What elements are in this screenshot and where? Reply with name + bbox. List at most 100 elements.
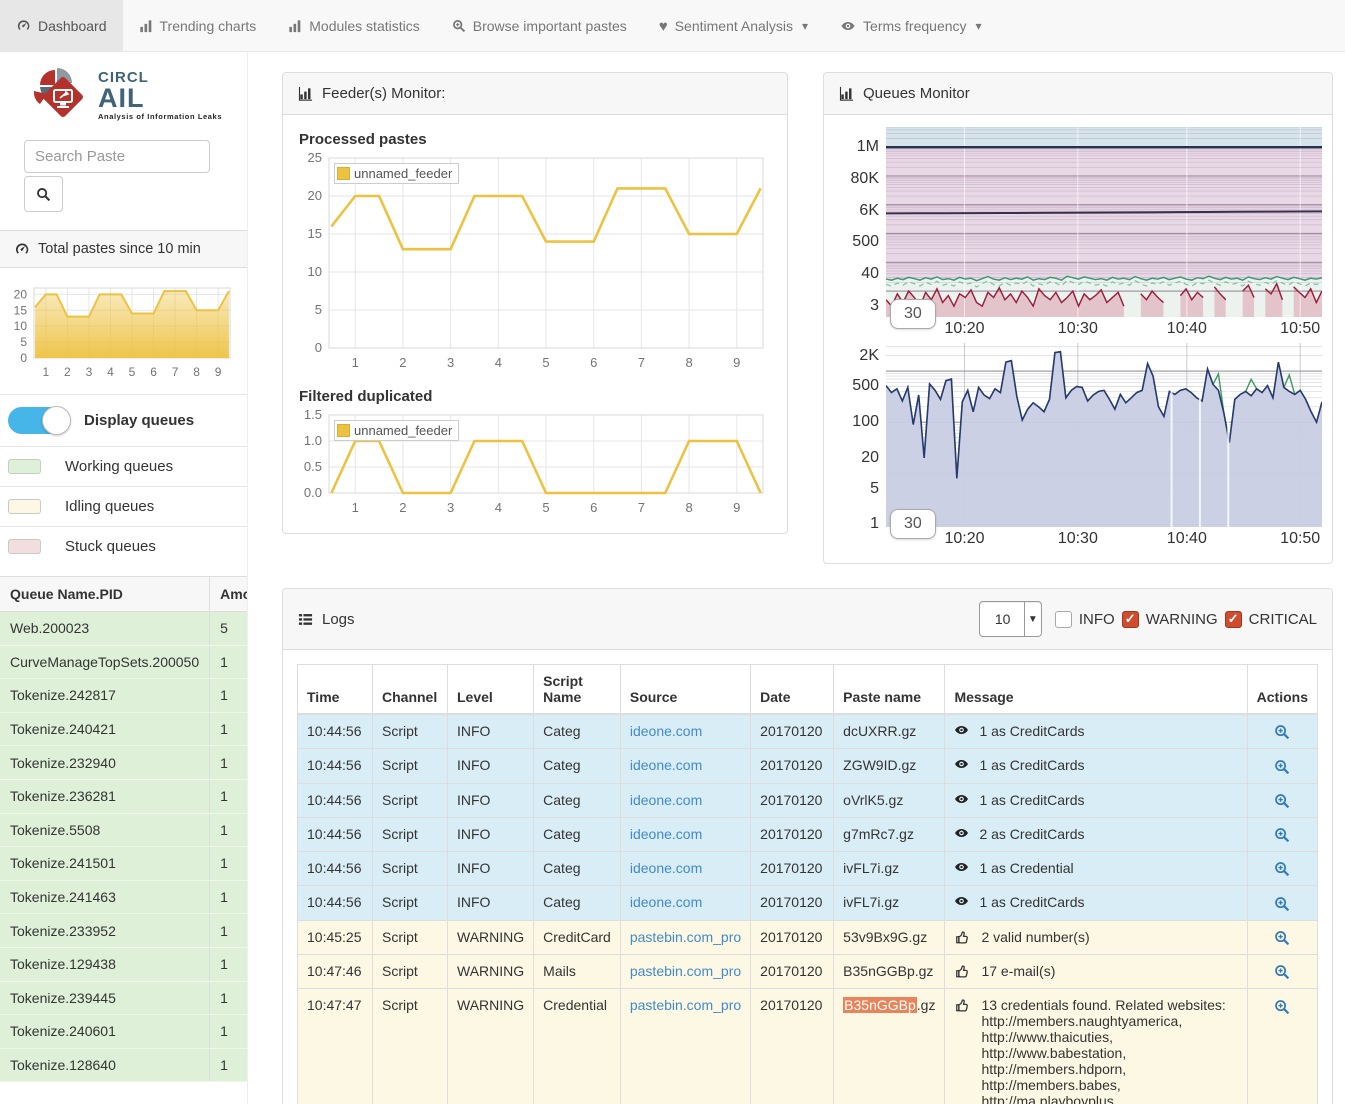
legend-swatch — [8, 539, 41, 554]
svg-text:2: 2 — [399, 500, 406, 515]
log-script-cell: CreditCard — [534, 920, 621, 954]
svg-text:3: 3 — [447, 355, 454, 370]
legend-swatch — [8, 459, 41, 474]
queue-amount-cell: 1 — [210, 1048, 248, 1082]
app-logo: CIRCL AIL Analysis of Information Leaks — [0, 52, 247, 134]
queues-panel-title: Queues Monitor — [863, 85, 970, 102]
nav-item-browse-important-pastes[interactable]: Browse important pastes — [436, 0, 643, 51]
search-plus-icon[interactable] — [1274, 964, 1290, 980]
source-link[interactable]: ideone.com — [630, 757, 702, 773]
svg-text:1: 1 — [43, 365, 50, 379]
svg-text:2: 2 — [64, 365, 71, 379]
queues-in-badge: 30 — [890, 509, 936, 539]
search-plus-icon[interactable] — [1274, 861, 1290, 877]
source-link[interactable]: ideone.com — [630, 894, 702, 910]
filtered-duplicated-title: Filtered duplicated — [299, 388, 771, 405]
log-time-cell: 10:44:56 — [298, 783, 373, 817]
source-link[interactable]: ideone.com — [630, 723, 702, 739]
source-link[interactable]: pastebin.com_pro — [630, 929, 741, 945]
thumbs-up-icon — [954, 963, 971, 980]
nav-item-modules-statistics[interactable]: Modules statistics — [272, 0, 435, 51]
logs-header-channel: Channel — [373, 665, 448, 715]
log-actions-cell — [1247, 955, 1317, 989]
log-level-cell: INFO — [448, 749, 534, 783]
search-plus-icon[interactable] — [1274, 793, 1290, 809]
log-actions-cell — [1247, 920, 1317, 954]
nav-item-trending-charts[interactable]: Trending charts — [123, 0, 273, 51]
search-plus-icon[interactable] — [1274, 896, 1290, 912]
queue-legend-item-idling: Idling queues — [0, 486, 247, 526]
queue-row: Tokenize.2414631 — [0, 880, 248, 914]
thumbs-up-icon — [954, 997, 971, 1014]
queue-row: Tokenize.1294381 — [0, 947, 248, 981]
search-plus-icon[interactable] — [1274, 999, 1290, 1015]
page-size-select[interactable]: 10 ▼ — [979, 601, 1042, 637]
eye-icon — [954, 757, 969, 771]
log-time-cell: 10:45:25 — [298, 920, 373, 954]
legend-label: Working queues — [65, 458, 173, 475]
eye-icon — [954, 826, 969, 840]
log-row: 10:44:56ScriptINFOCategideone.com2017012… — [298, 886, 1318, 920]
circl-ail-logo-icon — [30, 66, 92, 124]
log-paste-cell: oVrlK5.gz — [834, 783, 945, 817]
queue-name-cell: Tokenize.5508 — [0, 813, 210, 847]
queue-name-cell: Tokenize.233952 — [0, 914, 210, 948]
queue-amount-cell: 1 — [210, 679, 248, 713]
log-time-cell: 10:47:46 — [298, 955, 373, 989]
legend-series-label: unnamed_feeder — [354, 166, 452, 181]
search-paste-input[interactable] — [24, 140, 210, 173]
display-queues-toggle[interactable] — [8, 407, 70, 434]
thumbs-up-icon — [954, 929, 971, 946]
log-channel-cell: Script — [373, 955, 448, 989]
log-row: 10:47:46ScriptWARNINGMailspastebin.com_p… — [298, 955, 1318, 989]
log-row: 10:44:56ScriptINFOCategideone.com2017012… — [298, 749, 1318, 783]
filter-checkbox-info[interactable] — [1055, 611, 1072, 628]
search-icon — [36, 187, 51, 202]
log-script-cell: Categ — [534, 714, 621, 749]
search-submit-button[interactable] — [24, 176, 63, 212]
log-paste-cell: B35nGGBp.gz — [834, 989, 945, 1104]
source-link[interactable]: pastebin.com_pro — [630, 997, 741, 1013]
x-tick-label: 10:50 — [1280, 320, 1320, 338]
y-tick-label: 2K — [859, 347, 886, 365]
log-row: 10:47:47ScriptWARNINGCredentialpastebin.… — [298, 989, 1318, 1104]
search-plus-icon[interactable] — [1274, 930, 1290, 946]
search-plus-icon[interactable] — [1274, 827, 1290, 843]
queue-amount-cell: 1 — [210, 645, 248, 679]
source-link[interactable]: ideone.com — [630, 826, 702, 842]
svg-text:4: 4 — [495, 500, 502, 515]
svg-text:0: 0 — [315, 340, 322, 355]
log-date-cell: 20170120 — [751, 989, 834, 1104]
queue-row: Tokenize.2394451 — [0, 981, 248, 1015]
queues-monitor-panel: Queues Monitor 30 1M80K6K500403 10:2010:… — [823, 72, 1333, 564]
source-link[interactable]: ideone.com — [630, 860, 702, 876]
queue-amount-cell: 1 — [210, 813, 248, 847]
log-message-cell: 1 as CreditCards — [945, 886, 1247, 920]
search-plus-icon[interactable] — [1274, 724, 1290, 740]
source-link[interactable]: pastebin.com_pro — [630, 963, 741, 979]
filter-checkbox-critical[interactable]: ✓ — [1225, 611, 1242, 628]
source-link[interactable]: ideone.com — [630, 792, 702, 808]
svg-text:0.5: 0.5 — [304, 459, 322, 474]
log-time-cell: 10:44:56 — [298, 886, 373, 920]
log-channel-cell: Script — [373, 749, 448, 783]
search-plus-icon[interactable] — [1274, 759, 1290, 775]
queue-name-cell: Tokenize.232940 — [0, 746, 210, 780]
nav-item-sentiment-analysis[interactable]: ♥Sentiment Analysis▾ — [643, 0, 824, 51]
display-queues-label: Display queues — [84, 412, 194, 429]
log-date-cell: 20170120 — [751, 714, 834, 749]
log-actions-cell — [1247, 714, 1317, 749]
nav-item-dashboard[interactable]: Dashboard — [0, 0, 123, 51]
log-channel-cell: Script — [373, 886, 448, 920]
svg-text:8: 8 — [685, 355, 692, 370]
filter-checkbox-warning[interactable]: ✓ — [1122, 611, 1139, 628]
log-level-cell: INFO — [448, 714, 534, 749]
svg-text:6: 6 — [150, 365, 157, 379]
logs-title: Logs — [322, 611, 355, 628]
queue-name-cell: Web.200023 — [0, 612, 210, 646]
page-size-value: 10 — [995, 611, 1011, 627]
svg-text:20: 20 — [308, 188, 322, 203]
log-paste-cell: dcUXRR.gz — [834, 714, 945, 749]
processed-pastes-title: Processed pastes — [299, 131, 771, 148]
nav-item-terms-frequency[interactable]: Terms frequency▾ — [824, 0, 998, 51]
